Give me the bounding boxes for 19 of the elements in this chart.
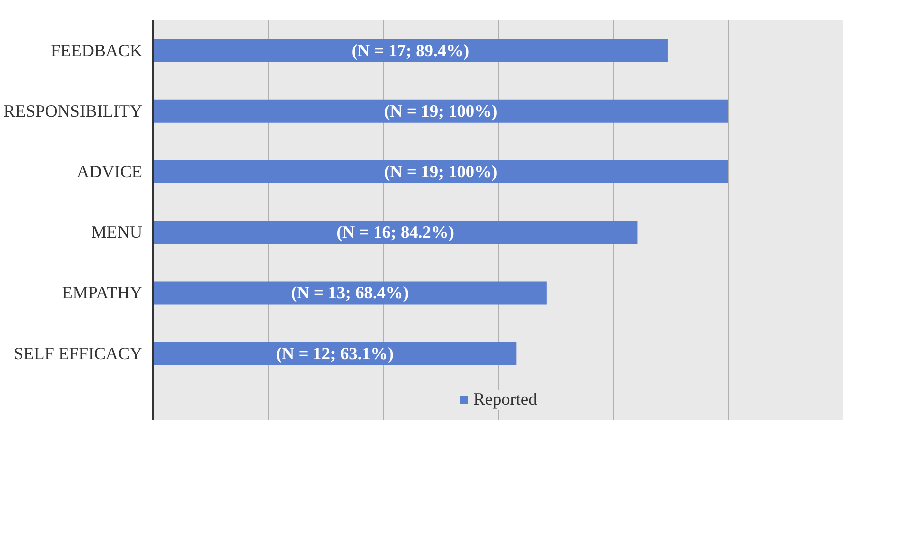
bar (154, 100, 728, 123)
y-tick-label: ADVICE (77, 162, 143, 182)
data-label: (N = 19; 100%) (384, 162, 498, 182)
y-tick-label: MENU (91, 223, 143, 242)
data-label: (N = 12; 63.1%) (276, 344, 394, 364)
y-tick-label: FEEDBACK (51, 41, 143, 60)
y-tick-label: RESPONSIBILITY (4, 102, 143, 121)
data-label: (N = 17; 89.4%) (352, 41, 470, 60)
bar (154, 160, 728, 184)
data-label: (N = 16; 84.2%) (336, 223, 455, 242)
legend-label: Reported (474, 390, 538, 410)
bar (154, 221, 638, 244)
bar (154, 342, 517, 366)
bar (154, 39, 668, 62)
bar (154, 282, 547, 305)
y-tick-label: SELF EFFICACY (14, 344, 143, 364)
y-tick-label: EMPATHY (62, 284, 143, 303)
data-label: (N = 13; 68.4%) (291, 284, 410, 303)
data-label: (N = 19; 100%) (384, 102, 498, 121)
